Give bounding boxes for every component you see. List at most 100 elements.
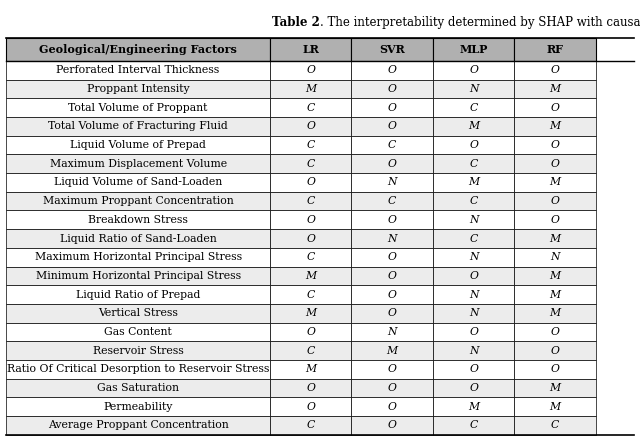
Bar — [515, 267, 596, 285]
Text: O: O — [551, 364, 559, 374]
Text: M: M — [550, 84, 561, 94]
Bar — [6, 61, 270, 80]
Bar — [351, 416, 433, 435]
Text: Gas Saturation: Gas Saturation — [97, 383, 179, 393]
Text: M: M — [550, 308, 561, 318]
Text: Liquid Volume of Prepad: Liquid Volume of Prepad — [70, 140, 206, 150]
Text: O: O — [469, 271, 478, 281]
Text: O: O — [306, 383, 315, 393]
Text: O: O — [306, 121, 315, 131]
Text: O: O — [388, 215, 397, 225]
Text: C: C — [307, 103, 315, 113]
Bar — [433, 38, 515, 61]
Bar — [433, 360, 515, 379]
Bar — [270, 248, 351, 267]
Text: O: O — [388, 308, 397, 318]
Bar — [6, 154, 270, 173]
Text: Maximum Displacement Volume: Maximum Displacement Volume — [49, 159, 227, 169]
Text: O: O — [388, 271, 397, 281]
Text: Average Proppant Concentration: Average Proppant Concentration — [48, 421, 228, 430]
Text: M: M — [305, 271, 316, 281]
Bar — [351, 98, 433, 117]
Text: M: M — [550, 234, 561, 243]
Text: C: C — [388, 196, 396, 206]
Bar — [270, 117, 351, 136]
Bar — [351, 154, 433, 173]
Bar — [6, 304, 270, 323]
Text: N: N — [387, 327, 397, 337]
Text: C: C — [307, 140, 315, 150]
Bar — [270, 154, 351, 173]
Text: O: O — [469, 364, 478, 374]
Text: N: N — [550, 252, 560, 262]
Bar — [351, 397, 433, 416]
Bar — [270, 379, 351, 397]
Text: M: M — [468, 402, 479, 412]
Bar — [270, 136, 351, 154]
Text: Total Volume of Proppant: Total Volume of Proppant — [68, 103, 208, 113]
Bar — [6, 173, 270, 192]
Bar — [515, 61, 596, 80]
Text: N: N — [469, 215, 479, 225]
Text: O: O — [551, 103, 559, 113]
Bar — [515, 304, 596, 323]
Bar — [433, 416, 515, 435]
Text: Liquid Ratio of Prepad: Liquid Ratio of Prepad — [76, 290, 200, 299]
Text: C: C — [307, 196, 315, 206]
Text: Vertical Stress: Vertical Stress — [98, 308, 178, 318]
Text: O: O — [388, 121, 397, 131]
Text: O: O — [306, 327, 315, 337]
Bar — [515, 192, 596, 210]
Bar — [433, 210, 515, 229]
Bar — [515, 285, 596, 304]
Bar — [433, 323, 515, 341]
Bar — [433, 248, 515, 267]
Text: Permeability: Permeability — [104, 402, 173, 412]
Bar — [433, 379, 515, 397]
Bar — [270, 192, 351, 210]
Bar — [351, 285, 433, 304]
Text: O: O — [388, 290, 397, 299]
Text: C: C — [307, 252, 315, 262]
Text: Geological/Engineering Factors: Geological/Engineering Factors — [39, 44, 237, 55]
Bar — [351, 80, 433, 98]
Bar — [270, 210, 351, 229]
Text: O: O — [306, 65, 315, 75]
Text: Liquid Ratio of Sand-Loaden: Liquid Ratio of Sand-Loaden — [60, 234, 216, 243]
Bar — [6, 267, 270, 285]
Bar — [351, 38, 433, 61]
Text: Proppant Intensity: Proppant Intensity — [87, 84, 189, 94]
Bar — [433, 173, 515, 192]
Bar — [515, 360, 596, 379]
Text: O: O — [551, 159, 559, 169]
Text: O: O — [388, 65, 397, 75]
Text: O: O — [388, 402, 397, 412]
Text: O: O — [388, 421, 397, 430]
Text: Liquid Volume of Sand-Loaden: Liquid Volume of Sand-Loaden — [54, 178, 222, 187]
Text: O: O — [469, 65, 478, 75]
Text: Table 2: Table 2 — [272, 16, 320, 28]
Text: Reservoir Stress: Reservoir Stress — [93, 346, 184, 356]
Bar — [6, 360, 270, 379]
Bar — [515, 323, 596, 341]
Text: Breakdown Stress: Breakdown Stress — [88, 215, 188, 225]
Bar — [270, 267, 351, 285]
Text: O: O — [551, 327, 559, 337]
Bar — [6, 248, 270, 267]
Text: C: C — [470, 421, 478, 430]
Bar — [351, 173, 433, 192]
Text: Perforated Interval Thickness: Perforated Interval Thickness — [56, 65, 220, 75]
Bar — [433, 192, 515, 210]
Bar — [515, 397, 596, 416]
Bar — [351, 192, 433, 210]
Bar — [515, 154, 596, 173]
Bar — [351, 117, 433, 136]
Text: O: O — [469, 140, 478, 150]
Text: M: M — [468, 121, 479, 131]
Text: N: N — [387, 234, 397, 243]
Text: O: O — [388, 159, 397, 169]
Text: C: C — [307, 159, 315, 169]
Bar — [270, 341, 351, 360]
Bar — [515, 173, 596, 192]
Text: O: O — [551, 215, 559, 225]
